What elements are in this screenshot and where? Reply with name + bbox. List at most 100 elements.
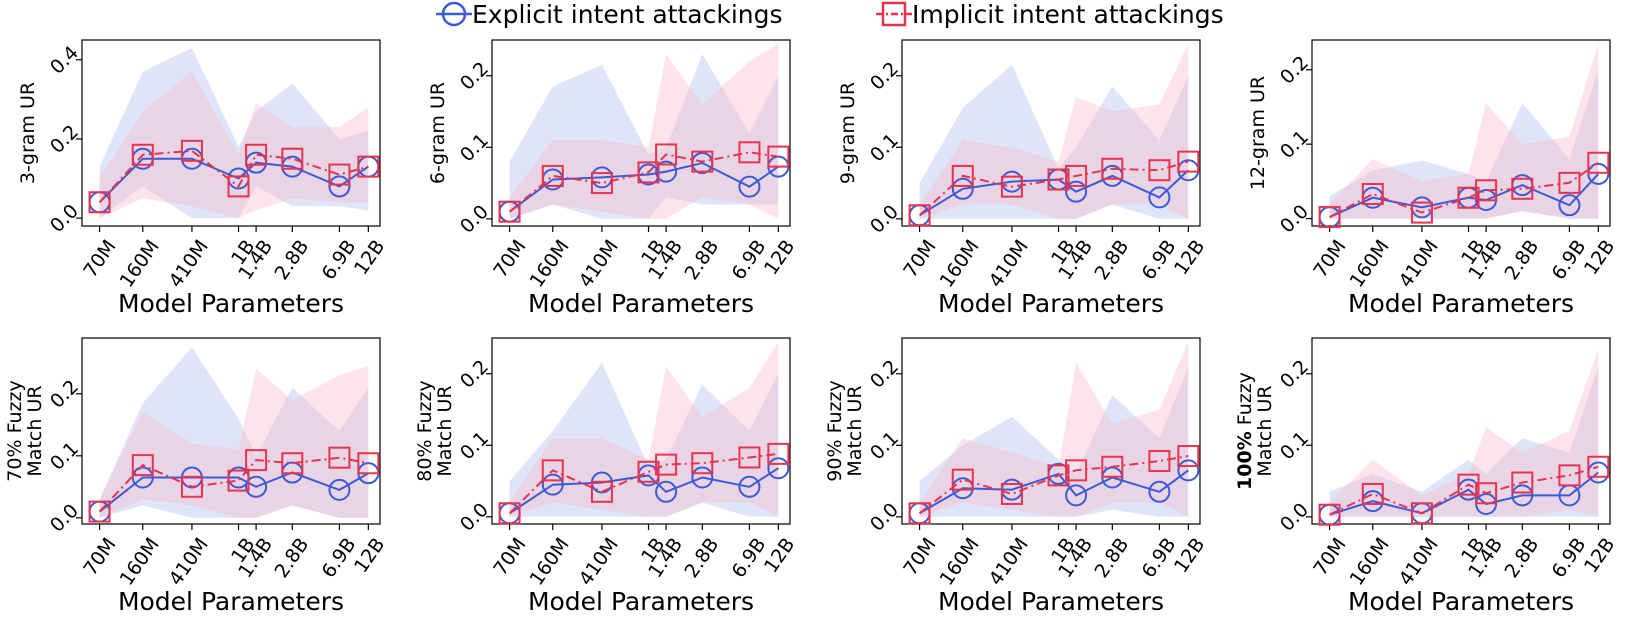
implicit-data-point [655,143,678,166]
legend-item-explicit: Explicit intent attackings [436,0,783,30]
implicit-data-point [1101,157,1124,180]
implicit-data-point [180,139,203,162]
x-tick-label: 160M [116,236,164,292]
implicit-data-point [1511,177,1534,200]
implicit-series-line [508,452,779,515]
explicit-range-band [1329,366,1599,517]
implicit-series-line [1329,465,1599,516]
implicit-data-point [1475,482,1498,505]
y-tick-label: 0.2 [456,356,493,393]
implicit-series-line [508,151,779,213]
x-tick-label: 410M [165,534,213,590]
x-tick-label: 410M [985,236,1033,292]
explicit-data-point [655,480,678,503]
y-tick-label: 0.2 [46,376,83,413]
explicit-series-line [509,467,779,515]
y-tick-label: 0.0 [456,499,493,536]
explicit-data-point [328,478,351,501]
implicit-data-point [1318,503,1341,526]
implicit-data-point [1177,445,1200,468]
y-tick-label: 0.0 [456,201,493,238]
y-tick-label: 0.2 [1276,356,1313,393]
x-tick-label: 160M [526,534,574,590]
implicit-data-point [908,502,931,525]
explicit-series-line [1329,173,1600,219]
explicit-data-point [655,160,678,183]
implicit-data-point [1587,151,1610,174]
x-tick-label: 70M [489,236,530,282]
explicit-data-point [328,175,351,198]
implicit-range-band [99,365,369,518]
implicit-data-point [357,452,380,475]
implicit-data-point [951,468,974,491]
x-tick-label: 12B [350,534,389,577]
x-tick-label: 2.8B [270,236,313,284]
implicit-data-point [498,200,521,223]
implicit-data-point [1457,186,1480,209]
implicit-data-point [1457,473,1480,496]
x-tick-label: 410M [165,236,213,292]
implicit-data-point [328,446,351,469]
x-tick-label: 160M [936,236,984,292]
implicit-data-point [541,459,564,482]
implicit-data-point [738,141,761,164]
implicit-data-point [590,480,613,503]
y-tick-label: 0.0 [46,200,83,237]
plot-frame [81,39,381,227]
x-tick-label: 160M [116,534,164,590]
x-tick-label: 2.8B [680,236,723,284]
y-tick-label: 0.2 [866,356,903,393]
legend-implicit-marker-icon [876,1,912,27]
implicit-data-point [227,469,250,492]
implicit-data-point [1558,464,1581,487]
plot-frame [491,337,791,525]
x-axis-label: Model Parameters [528,587,754,616]
x-tick-label: 160M [526,236,574,292]
x-axis-label: Model Parameters [938,289,1164,318]
x-tick-label: 70M [899,534,940,580]
implicit-series-line [98,149,369,203]
implicit-data-point [1177,150,1200,173]
x-tick-label: 12B [350,236,389,279]
x-axis-label: Model Parameters [118,289,344,318]
implicit-data-point [637,460,660,483]
x-tick-label: 70M [79,236,120,282]
x-tick-label: 410M [1395,236,1443,292]
y-axis-label: 9-gram UR [837,82,859,184]
y-tick-label: 0.1 [866,427,903,464]
y-tick-label: 0.0 [866,201,903,238]
y-tick-label: 0.0 [46,500,83,537]
y-tick-label: 0.0 [1276,201,1313,238]
x-tick-label: 70M [899,236,940,282]
implicit-data-point [637,161,660,184]
y-tick-label: 0.1 [456,427,493,464]
implicit-range-band [1329,348,1599,517]
x-tick-label: 12B [1580,236,1619,279]
implicit-data-point [951,164,974,187]
x-tick-label: 70M [1309,236,1350,282]
x-tick-label: 12B [1580,534,1619,577]
explicit-data-point [691,466,714,489]
implicit-data-point [245,143,268,166]
implicit-data-point [691,452,714,475]
y-tick-label: 0.2 [866,58,903,95]
explicit-data-point [131,466,154,489]
y-tick-label: 0.2 [456,58,493,95]
implicit-data-point [655,453,678,476]
y-tick-label: 0.1 [866,129,903,166]
y-tick-label: 0.1 [456,129,493,166]
implicit-data-point [1000,175,1023,198]
plot-frame [491,39,791,227]
x-tick-label: 410M [575,534,623,590]
x-tick-label: 410M [575,236,623,292]
implicit-data-point [767,145,790,168]
y-tick-label: 0.0 [866,499,903,536]
legend-explicit-marker-icon [436,1,472,27]
implicit-range-band [509,341,779,517]
explicit-data-point [245,475,268,498]
implicit-data-point [1148,450,1171,473]
implicit-data-point [131,454,154,477]
